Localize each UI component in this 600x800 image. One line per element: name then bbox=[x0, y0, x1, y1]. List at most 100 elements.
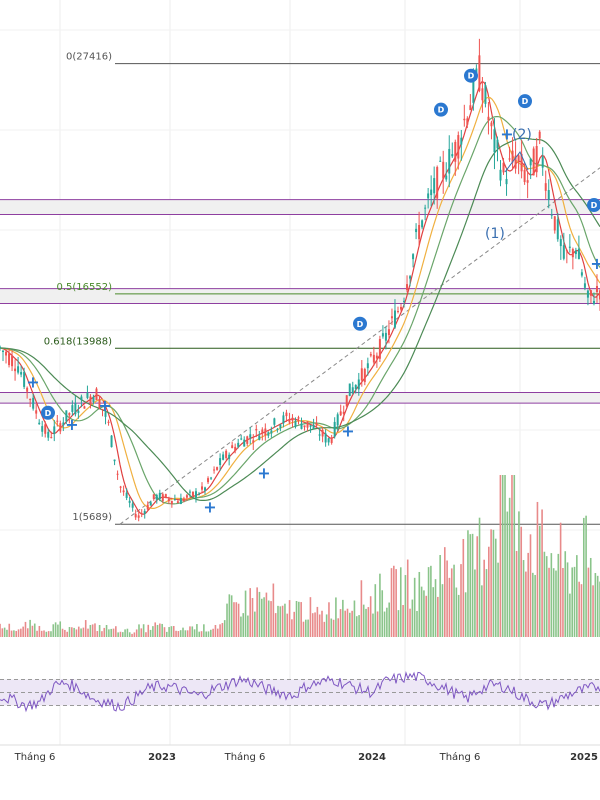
candle-body bbox=[330, 438, 333, 443]
candle-body bbox=[128, 500, 131, 503]
volume-bar bbox=[349, 612, 351, 637]
volume-bar bbox=[518, 511, 520, 637]
candle-body bbox=[390, 316, 393, 319]
candle-body bbox=[478, 55, 481, 91]
candle-body bbox=[104, 412, 107, 417]
volume-bar bbox=[147, 624, 150, 637]
volume-bar bbox=[559, 522, 562, 637]
volume-bar bbox=[15, 630, 18, 637]
volume-bar bbox=[254, 611, 256, 637]
candle-body bbox=[496, 139, 499, 149]
volume-bar bbox=[420, 586, 423, 637]
volume-bar bbox=[263, 597, 265, 637]
volume-bar bbox=[476, 536, 479, 637]
volume-bar bbox=[318, 614, 321, 637]
volume-bar bbox=[499, 475, 502, 637]
candle-body bbox=[0, 346, 1, 349]
candle-body bbox=[303, 425, 306, 428]
volume-bar bbox=[103, 627, 106, 637]
volume-bar bbox=[177, 631, 180, 637]
candle-body bbox=[387, 329, 390, 336]
volume-bar bbox=[478, 517, 481, 637]
volume-bar bbox=[230, 595, 233, 637]
volume-bar bbox=[416, 610, 418, 637]
candle-body bbox=[152, 494, 155, 499]
volume-bar bbox=[483, 559, 485, 637]
volume-bar bbox=[68, 626, 71, 637]
candle-body bbox=[490, 122, 493, 127]
candle-body bbox=[481, 88, 484, 101]
volume-bar bbox=[462, 538, 465, 637]
candle-body bbox=[342, 411, 345, 414]
volume-bar bbox=[342, 599, 344, 637]
candle-body bbox=[556, 219, 559, 240]
volume-bar bbox=[82, 627, 85, 637]
volume-bar bbox=[298, 601, 300, 637]
volume-bar bbox=[501, 475, 504, 637]
volume-bar bbox=[488, 546, 490, 637]
candle-body bbox=[185, 495, 188, 498]
volume-bar bbox=[365, 608, 367, 637]
volume-bar bbox=[562, 567, 564, 637]
candle-body bbox=[345, 395, 348, 407]
signal-d-label: D bbox=[357, 320, 364, 329]
volume-bar bbox=[128, 632, 131, 637]
candle-body bbox=[484, 85, 487, 104]
candle-body bbox=[204, 487, 207, 491]
volume-bar bbox=[450, 568, 453, 637]
candle-body bbox=[433, 178, 436, 194]
volume-bar bbox=[110, 628, 112, 637]
candle-body bbox=[161, 494, 164, 501]
volume-bar bbox=[228, 594, 231, 637]
volume-bar bbox=[555, 570, 557, 637]
candle-body bbox=[532, 148, 535, 176]
volume-bar bbox=[594, 573, 597, 637]
candle-body bbox=[26, 387, 29, 392]
volume-bar bbox=[434, 579, 437, 637]
volume-bar bbox=[61, 628, 64, 637]
volume-bar bbox=[265, 592, 268, 637]
candle-body bbox=[155, 494, 158, 500]
volume-bar bbox=[536, 501, 539, 637]
candle-body bbox=[472, 75, 475, 103]
volume-bar bbox=[233, 602, 235, 637]
volume-bar bbox=[98, 625, 101, 637]
candle-body bbox=[406, 284, 409, 291]
volume-bar bbox=[274, 613, 277, 637]
candle-body bbox=[369, 354, 372, 356]
volume-bar bbox=[1, 628, 4, 637]
volume-bar bbox=[73, 627, 75, 637]
candle-body bbox=[451, 154, 454, 157]
volume-bar bbox=[406, 559, 409, 637]
volume-bar bbox=[235, 602, 238, 637]
volume-bar bbox=[284, 603, 286, 637]
volume-bar bbox=[492, 529, 495, 637]
candle-body bbox=[457, 135, 460, 159]
candle-body bbox=[324, 433, 327, 443]
volume-bar bbox=[26, 628, 29, 637]
volume-bar bbox=[325, 614, 328, 637]
volume-bar bbox=[582, 517, 585, 637]
trend-line bbox=[119, 167, 600, 525]
volume-bar bbox=[474, 569, 476, 637]
candle-body bbox=[20, 372, 23, 375]
volume-bar bbox=[156, 624, 159, 637]
volume-bar bbox=[344, 610, 346, 637]
volume-bar bbox=[77, 626, 80, 637]
x-tick-label: Tháng 6 bbox=[224, 751, 266, 763]
candle-body bbox=[219, 458, 222, 466]
volume-bar bbox=[564, 551, 567, 637]
volume-bar bbox=[140, 628, 143, 637]
candle-body bbox=[14, 368, 17, 372]
candle-body bbox=[568, 246, 571, 248]
volume-bar bbox=[425, 595, 428, 637]
volume-bar bbox=[210, 629, 212, 637]
candle-body bbox=[357, 379, 360, 390]
candle-body bbox=[92, 396, 95, 402]
volume-bar bbox=[390, 568, 393, 637]
volume-bar bbox=[522, 560, 525, 637]
volume-bar bbox=[386, 607, 388, 637]
candle-body bbox=[38, 422, 41, 425]
volume-bar bbox=[430, 565, 432, 637]
price-bands bbox=[0, 199, 600, 404]
